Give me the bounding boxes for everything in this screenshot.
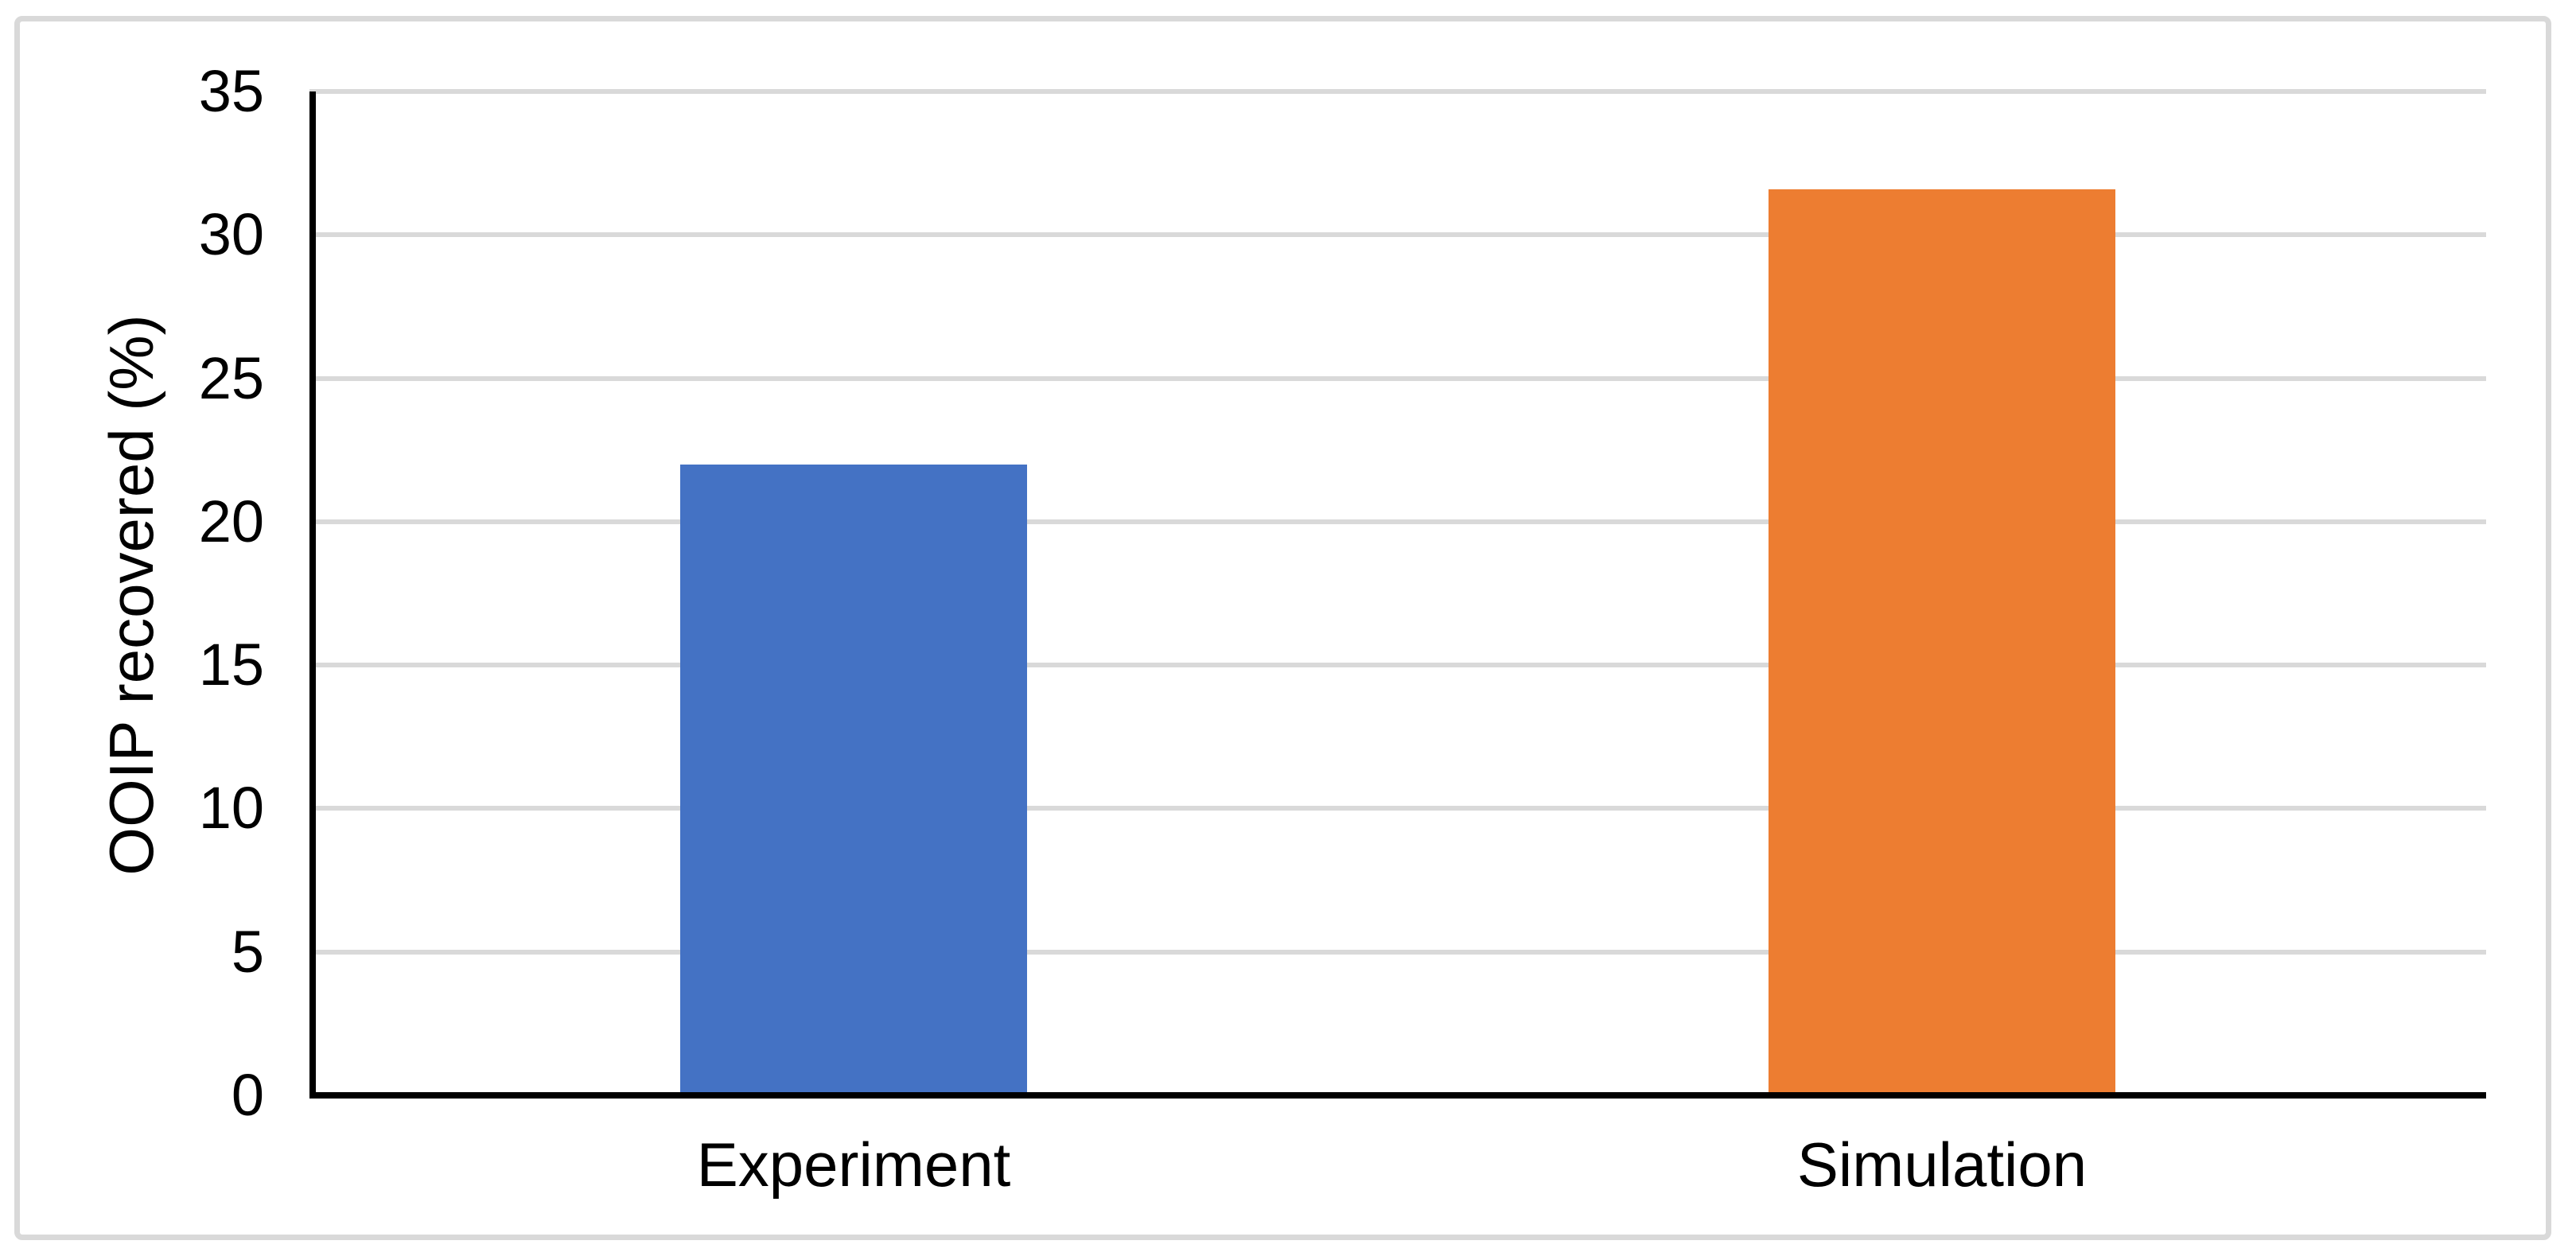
- y-tick-label-25: 25: [198, 344, 264, 411]
- plot-area: [309, 89, 2486, 1099]
- gridline-20: [309, 519, 2486, 524]
- y-tick-label-35: 35: [198, 58, 264, 124]
- y-tick-label-10: 10: [198, 775, 264, 842]
- x-category-label-simulation: Simulation: [1796, 1130, 2088, 1200]
- y-tick-label-20: 20: [198, 488, 264, 554]
- gridline-10: [309, 806, 2486, 811]
- gridline-15: [309, 663, 2486, 668]
- y-axis-line: [309, 91, 316, 1099]
- y-tick-label-5: 5: [231, 918, 264, 985]
- gridline-5: [309, 949, 2486, 955]
- bar-experiment: [680, 464, 1027, 1095]
- y-tick-label-15: 15: [198, 632, 264, 698]
- gridline-25: [309, 375, 2486, 381]
- bar-simulation: [1769, 189, 2115, 1095]
- x-axis-line: [309, 1092, 2486, 1099]
- x-category-label-experiment: Experiment: [696, 1130, 1011, 1200]
- y-tick-label-30: 30: [198, 201, 264, 268]
- gridline-35: [309, 89, 2486, 94]
- gridline-30: [309, 232, 2486, 238]
- y-tick-label-0: 0: [231, 1062, 264, 1128]
- chart-frame: [14, 16, 2551, 1240]
